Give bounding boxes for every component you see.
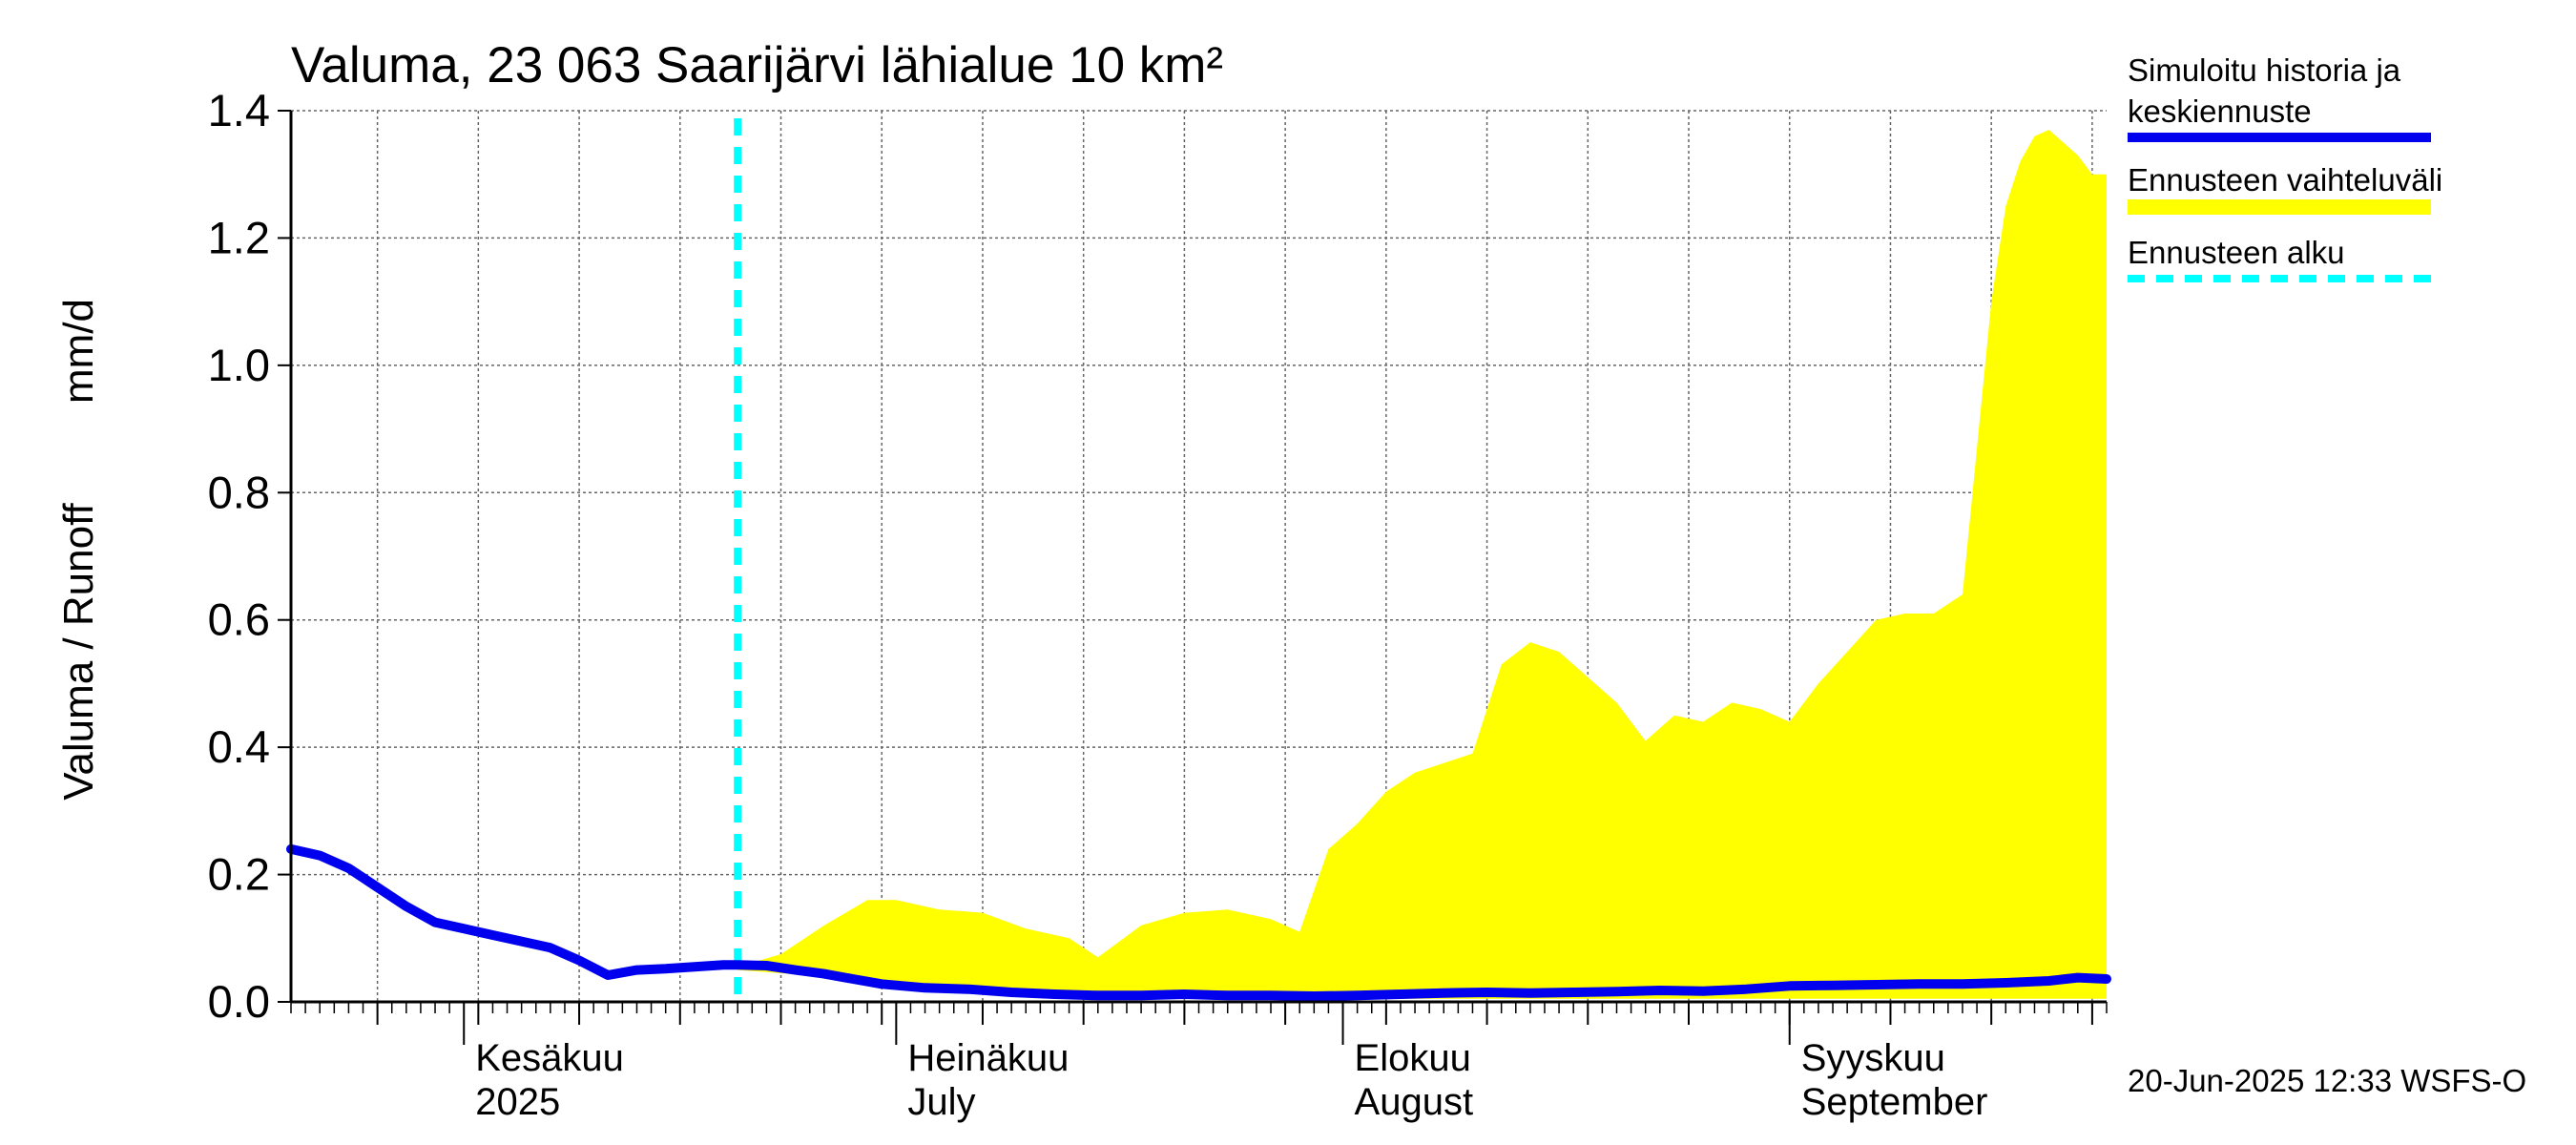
y-tick-label: 0.6 — [208, 594, 270, 645]
legend-label-history-2: keskiennuste — [2128, 94, 2312, 129]
legend-label-history-1: Simuloitu historia ja — [2128, 52, 2401, 88]
timestamp-footer: 20-Jun-2025 12:33 WSFS-O — [2128, 1063, 2526, 1098]
chart-title: Valuma, 23 063 Saarijärvi lähialue 10 km… — [291, 37, 1223, 94]
y-tick-label: 0.2 — [208, 849, 270, 900]
y-tick-label: 1.2 — [208, 212, 270, 262]
forecast-range-band — [737, 130, 2108, 999]
month-label-line1: Kesäkuu — [475, 1037, 624, 1079]
month-label-line1: Elokuu — [1355, 1037, 1471, 1079]
legend-label-range: Ennusteen vaihteluväli — [2128, 162, 2442, 198]
legend: Simuloitu historia ja keskiennuste Ennus… — [2128, 52, 2442, 282]
y-tick-label: 0.0 — [208, 976, 270, 1027]
history-forecast-polyline — [286, 843, 2111, 1001]
axes — [278, 110, 2108, 1045]
y-tick-label: 0.4 — [208, 721, 270, 772]
month-label-line1: Heinäkuu — [907, 1037, 1069, 1079]
month-label-line2: August — [1355, 1081, 1474, 1123]
y-axis-unit: mm/d — [55, 299, 102, 404]
y-tick-labels: 0.0 0.2 0.4 0.6 0.8 1.0 1.2 1.4 — [208, 85, 270, 1027]
month-label-line2: 2025 — [475, 1081, 560, 1123]
y-tick-label: 1.0 — [208, 340, 270, 390]
y-tick-label: 1.4 — [208, 85, 270, 135]
history-line — [286, 843, 2111, 1001]
month-label-line1: Syyskuu — [1801, 1037, 1945, 1079]
forecast-range-area — [737, 130, 2108, 999]
month-label-line2: July — [907, 1081, 975, 1123]
y-tick-label: 0.8 — [208, 467, 270, 517]
month-label-line2: September — [1801, 1081, 1988, 1123]
y-axis-label: Valuma / Runoff — [55, 503, 102, 801]
legend-label-forecast-start: Ennusteen alku — [2128, 235, 2345, 270]
